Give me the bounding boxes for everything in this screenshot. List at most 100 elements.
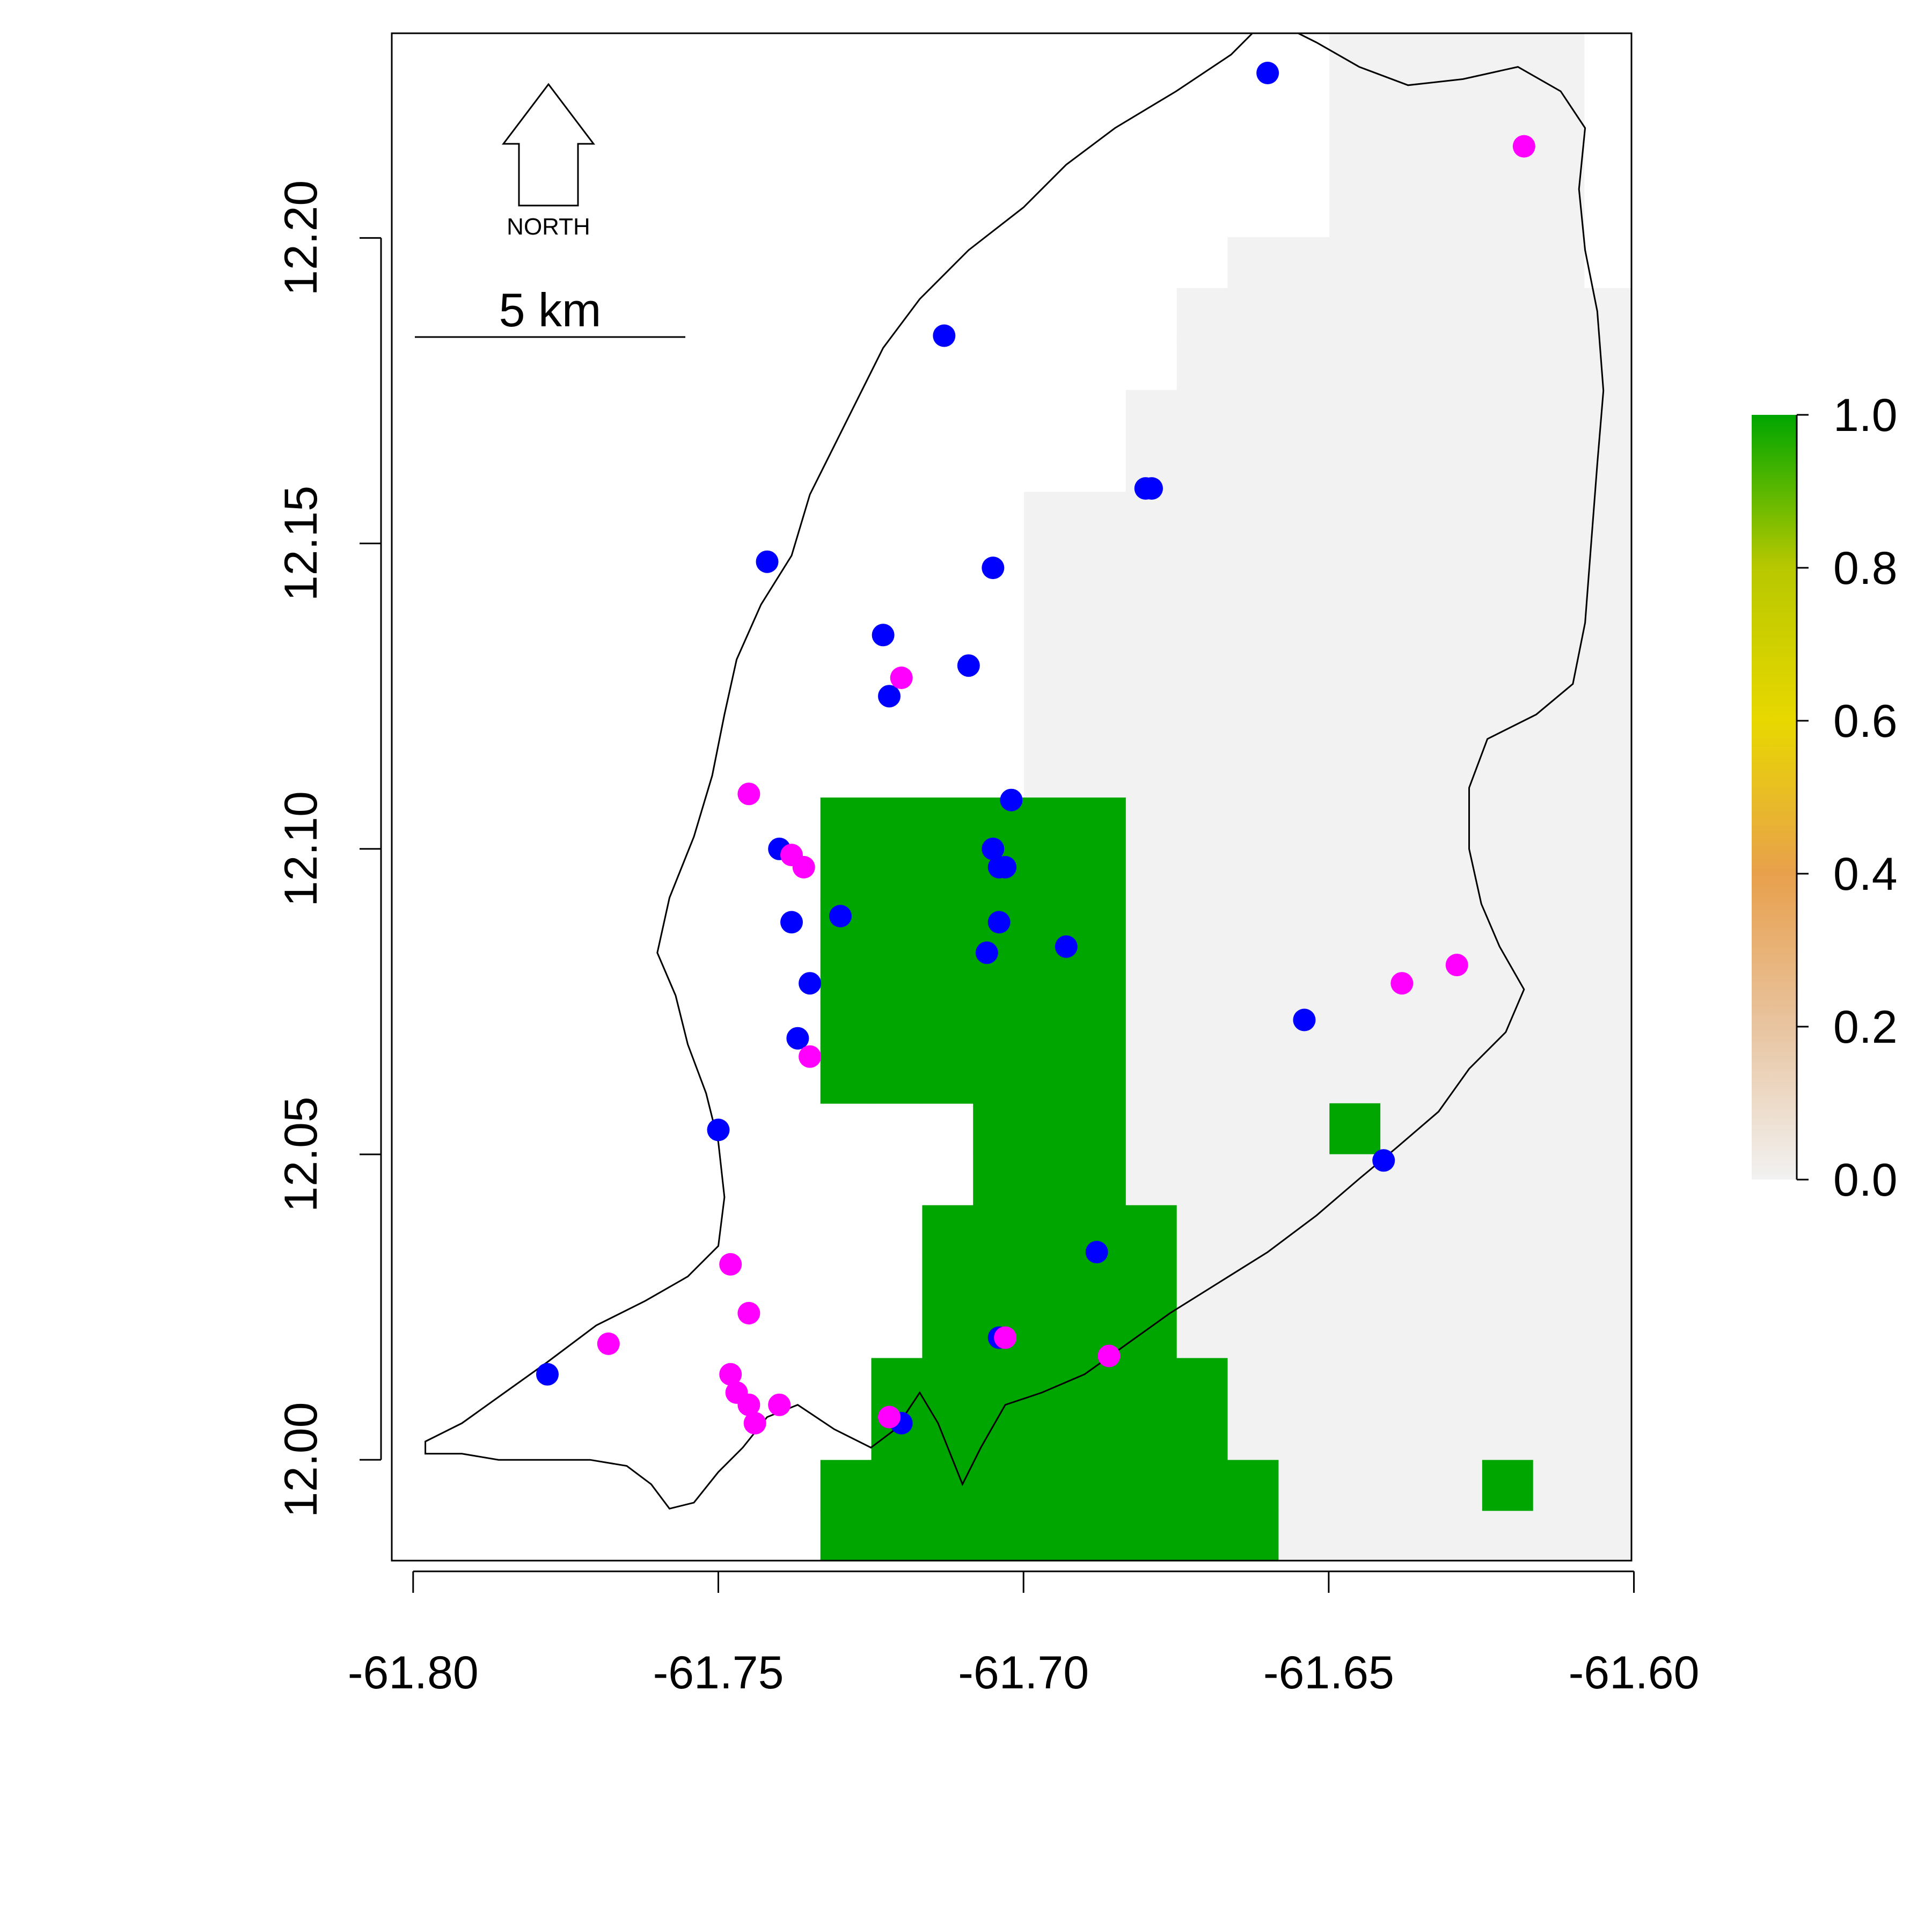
raster-cell — [1177, 1613, 1228, 1664]
raster-cell — [1635, 543, 1686, 594]
raster-cell — [1482, 543, 1534, 595]
raster-cell — [1635, 899, 1686, 951]
raster-cell — [1024, 1919, 1075, 1932]
raster-cell — [1482, 441, 1534, 493]
raster-cell — [1380, 1001, 1432, 1053]
blue-point — [878, 685, 901, 708]
pink-point — [1445, 954, 1468, 977]
raster-cell — [1839, 135, 1890, 187]
raster-cell — [1533, 33, 1585, 85]
raster-cell — [1533, 1868, 1585, 1919]
raster-cell — [1839, 1664, 1890, 1715]
pink-point — [1391, 972, 1414, 995]
raster-cell — [1584, 1001, 1631, 1053]
raster-cell — [1839, 1409, 1890, 1460]
raster-cell — [1024, 1715, 1075, 1766]
raster-cell — [973, 1715, 1024, 1766]
raster-cell — [1686, 848, 1737, 900]
raster-cell — [668, 1817, 719, 1868]
raster-cell — [1380, 1715, 1432, 1766]
raster-cell — [1533, 645, 1585, 696]
raster-cell — [1890, 1715, 1932, 1766]
raster-cell — [1890, 797, 1932, 849]
raster-cell — [1380, 1766, 1432, 1817]
raster-cell — [1024, 1001, 1075, 1053]
raster-cell — [1125, 1052, 1177, 1104]
raster-cell — [1024, 1868, 1075, 1919]
raster-cell — [1380, 1358, 1432, 1410]
raster-cell — [1584, 1103, 1631, 1155]
raster-cell — [1278, 1358, 1330, 1410]
raster-cell — [1635, 1715, 1686, 1766]
raster-cell — [871, 797, 923, 849]
raster-cell — [1839, 950, 1890, 1002]
raster-cell — [1228, 1817, 1279, 1868]
raster-cell — [922, 1409, 974, 1461]
raster-cell — [1635, 492, 1686, 544]
raster-cell — [1839, 1205, 1890, 1257]
raster-cell — [1839, 237, 1890, 289]
north-label: NORTH — [507, 214, 590, 240]
raster-cell — [973, 1052, 1024, 1104]
raster-cell — [1227, 492, 1279, 544]
raster-cell — [1126, 1817, 1177, 1868]
raster-cell — [1380, 543, 1432, 595]
raster-cell — [821, 1715, 872, 1766]
raster-cell — [1227, 1154, 1279, 1206]
pink-point — [737, 1393, 760, 1416]
raster-cell — [1533, 1715, 1585, 1766]
raster-cell — [1533, 747, 1585, 798]
raster-cell — [1839, 1256, 1890, 1308]
raster-cell — [1482, 1154, 1534, 1206]
y-axis: 12.00 12.05 12.10 12.15 12.20 — [275, 180, 382, 1518]
raster-cell — [1227, 390, 1279, 442]
raster-cell — [1074, 492, 1126, 544]
legend-tick-label: 0.6 — [1833, 696, 1898, 747]
raster-cell — [1431, 747, 1483, 798]
raster-cell — [1380, 1817, 1432, 1868]
raster-cell — [1126, 1868, 1177, 1919]
raster-cell — [1380, 84, 1432, 136]
raster-cell — [1329, 1562, 1381, 1613]
raster-cell — [719, 1868, 770, 1919]
raster-cell — [1890, 492, 1932, 544]
raster-cell — [1075, 1919, 1126, 1932]
raster-cell — [1024, 1103, 1075, 1155]
raster-cell — [1278, 1307, 1330, 1359]
raster-cell — [1227, 288, 1279, 340]
raster-cell — [1686, 1868, 1737, 1919]
raster-cell — [1074, 543, 1126, 595]
raster-cell — [668, 1868, 719, 1919]
raster-cell — [1228, 1766, 1279, 1817]
x-tick-label: -61.75 — [653, 1647, 784, 1699]
legend-tick-label: 0.8 — [1833, 543, 1898, 594]
raster-cell — [1380, 390, 1432, 442]
raster-cell — [1126, 1715, 1177, 1766]
raster-cell — [1839, 1613, 1890, 1664]
raster-cell — [1024, 797, 1075, 849]
raster-cell — [973, 1511, 1024, 1561]
raster-cell — [872, 1766, 923, 1817]
raster-cell — [1635, 441, 1686, 493]
raster-cell — [1024, 1511, 1075, 1561]
raster-cell — [1227, 1205, 1279, 1257]
raster-cell — [1890, 1358, 1932, 1410]
raster-cell — [1380, 1103, 1432, 1155]
raster-cell — [1890, 1613, 1932, 1664]
raster-cell — [1126, 1562, 1177, 1613]
raster-cell — [1024, 1256, 1075, 1308]
raster-cell — [820, 1460, 872, 1512]
raster-cell — [1278, 390, 1330, 442]
raster-cell — [1635, 1205, 1686, 1257]
raster-cell — [1635, 1307, 1686, 1359]
raster-cell — [1686, 1409, 1737, 1460]
raster-cell — [1431, 135, 1483, 187]
raster-cell — [1329, 1919, 1381, 1932]
raster-cell — [1024, 645, 1075, 696]
raster-cell — [1431, 1919, 1483, 1932]
raster-cell — [1839, 441, 1890, 493]
raster-cell — [1176, 594, 1228, 646]
raster-cell — [1533, 339, 1585, 391]
raster-cells — [668, 33, 1932, 1932]
raster-cell — [1584, 441, 1631, 493]
